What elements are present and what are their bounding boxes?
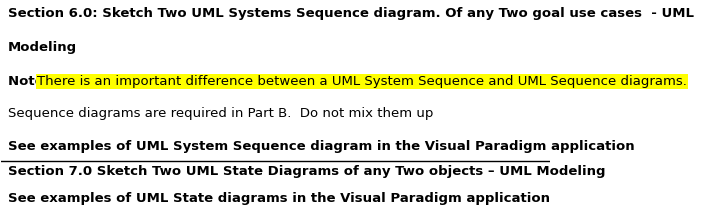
Text: See examples of UML System Sequence diagram in the Visual Paradigm application: See examples of UML System Sequence diag… <box>8 140 634 154</box>
Text: There is an important difference between a UML System Sequence and UML Sequence : There is an important difference between… <box>37 75 687 88</box>
Text: Sequence diagrams are required in Part B.  Do not mix them up: Sequence diagrams are required in Part B… <box>8 107 433 120</box>
Text: Note:: Note: <box>8 75 53 88</box>
Text: See examples of UML State diagrams in the Visual Paradigm application: See examples of UML State diagrams in th… <box>8 192 550 205</box>
Text: Modeling: Modeling <box>8 41 77 54</box>
Text: Section 7.0 Sketch Two UML State Diagrams of any Two objects – UML Modeling: Section 7.0 Sketch Two UML State Diagram… <box>8 165 606 178</box>
Text: Section 6.0: Sketch Two UML Systems Sequence diagram. Of any Two goal use cases : Section 6.0: Sketch Two UML Systems Sequ… <box>8 7 694 20</box>
